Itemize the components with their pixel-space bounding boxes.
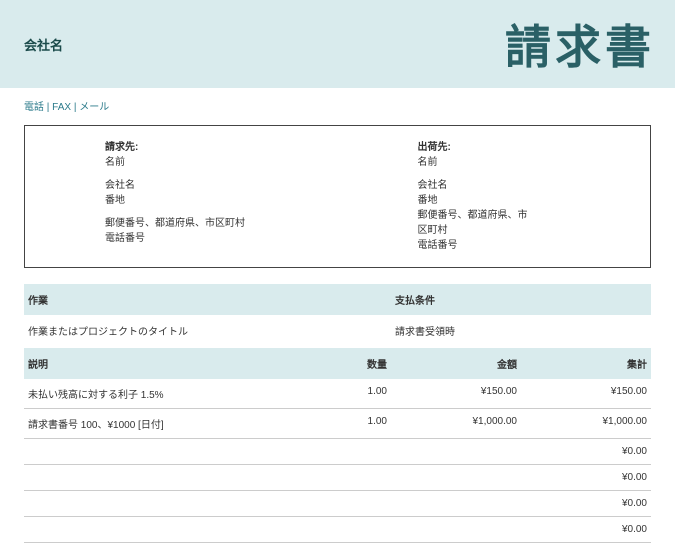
address-box: 請求先: 名前 会社名 番地 郵便番号、都道府県、市区町村 電話番号 出荷先: … — [24, 125, 651, 268]
ship-to-postal2: 区町村 — [418, 223, 641, 238]
cell-total: ¥1,000.00 — [521, 409, 651, 438]
ship-to-name: 名前 — [418, 155, 641, 170]
table-row: 未払い残高に対する利子 1.5%1.00¥150.00¥150.00 — [24, 379, 651, 409]
terms-value: 請求書受領時 — [391, 315, 651, 348]
bill-to-street: 番地 — [105, 193, 328, 208]
table-row: ¥0.00 — [24, 439, 651, 465]
contact-line: 電話 | FAX | メール — [0, 88, 675, 125]
col-total-label: 集計 — [521, 348, 651, 379]
cell-amt — [391, 491, 521, 516]
bill-to-block: 請求先: 名前 会社名 番地 郵便番号、都道府県、市区町村 電話番号 — [25, 126, 338, 267]
table-row: 請求書番号 100、¥1000 [日付]1.00¥1,000.00¥1,000.… — [24, 409, 651, 439]
work-value: 作業またはプロジェクトのタイトル — [24, 315, 391, 348]
ship-to-phone: 電話番号 — [418, 238, 641, 253]
cell-qty — [301, 517, 391, 542]
cell-qty: 1.00 — [301, 409, 391, 438]
table-row: ¥0.00 — [24, 465, 651, 491]
cell-qty — [301, 491, 391, 516]
table-body: 未払い残高に対する利子 1.5%1.00¥150.00¥150.00請求書番号 … — [0, 379, 675, 543]
ship-to-postal1: 郵便番号、都道府県、市 — [418, 208, 641, 223]
work-body: 作業またはプロジェクトのタイトル 請求書受領時 — [24, 315, 651, 348]
cell-amt: ¥150.00 — [391, 379, 521, 408]
col-desc-label: 説明 — [24, 348, 301, 379]
cell-amt: ¥1,000.00 — [391, 409, 521, 438]
terms-col-label: 支払条件 — [391, 284, 651, 315]
cell-desc: 請求書番号 100、¥1000 [日付] — [24, 409, 301, 438]
ship-to-label: 出荷先: — [418, 140, 641, 155]
bill-to-postal: 郵便番号、都道府県、市区町村 — [105, 216, 328, 231]
bill-to-label: 請求先: — [105, 140, 328, 155]
cell-total: ¥150.00 — [521, 379, 651, 408]
cell-qty: 1.00 — [301, 379, 391, 408]
bill-to-phone: 電話番号 — [105, 231, 328, 246]
cell-desc — [24, 465, 301, 490]
company-name: 会社名 — [24, 35, 63, 54]
cell-total: ¥0.00 — [521, 491, 651, 516]
bill-to-name: 名前 — [105, 155, 328, 170]
cell-desc: 未払い残高に対する利子 1.5% — [24, 379, 301, 408]
cell-amt — [391, 517, 521, 542]
col-qty-label: 数量 — [301, 348, 391, 379]
cell-total: ¥0.00 — [521, 439, 651, 464]
bill-to-company: 会社名 — [105, 178, 328, 193]
ship-to-street: 番地 — [418, 193, 641, 208]
col-amt-label: 金額 — [391, 348, 521, 379]
cell-desc — [24, 439, 301, 464]
cell-amt — [391, 439, 521, 464]
table-row: ¥0.00 — [24, 491, 651, 517]
ship-to-block: 出荷先: 名前 会社名 番地 郵便番号、都道府県、市 区町村 電話番号 — [338, 126, 651, 267]
invoice-title: 請求書 — [505, 11, 655, 77]
cell-desc — [24, 491, 301, 516]
ship-to-company: 会社名 — [418, 178, 641, 193]
work-header: 作業 支払条件 — [24, 284, 651, 315]
cell-total: ¥0.00 — [521, 465, 651, 490]
header-band: 会社名 請求書 — [0, 0, 675, 88]
work-col-label: 作業 — [24, 284, 391, 315]
cell-qty — [301, 439, 391, 464]
cell-amt — [391, 465, 521, 490]
table-row: ¥0.00 — [24, 517, 651, 543]
cell-desc — [24, 517, 301, 542]
cell-qty — [301, 465, 391, 490]
table-header: 説明 数量 金額 集計 — [24, 348, 651, 379]
cell-total: ¥0.00 — [521, 517, 651, 542]
